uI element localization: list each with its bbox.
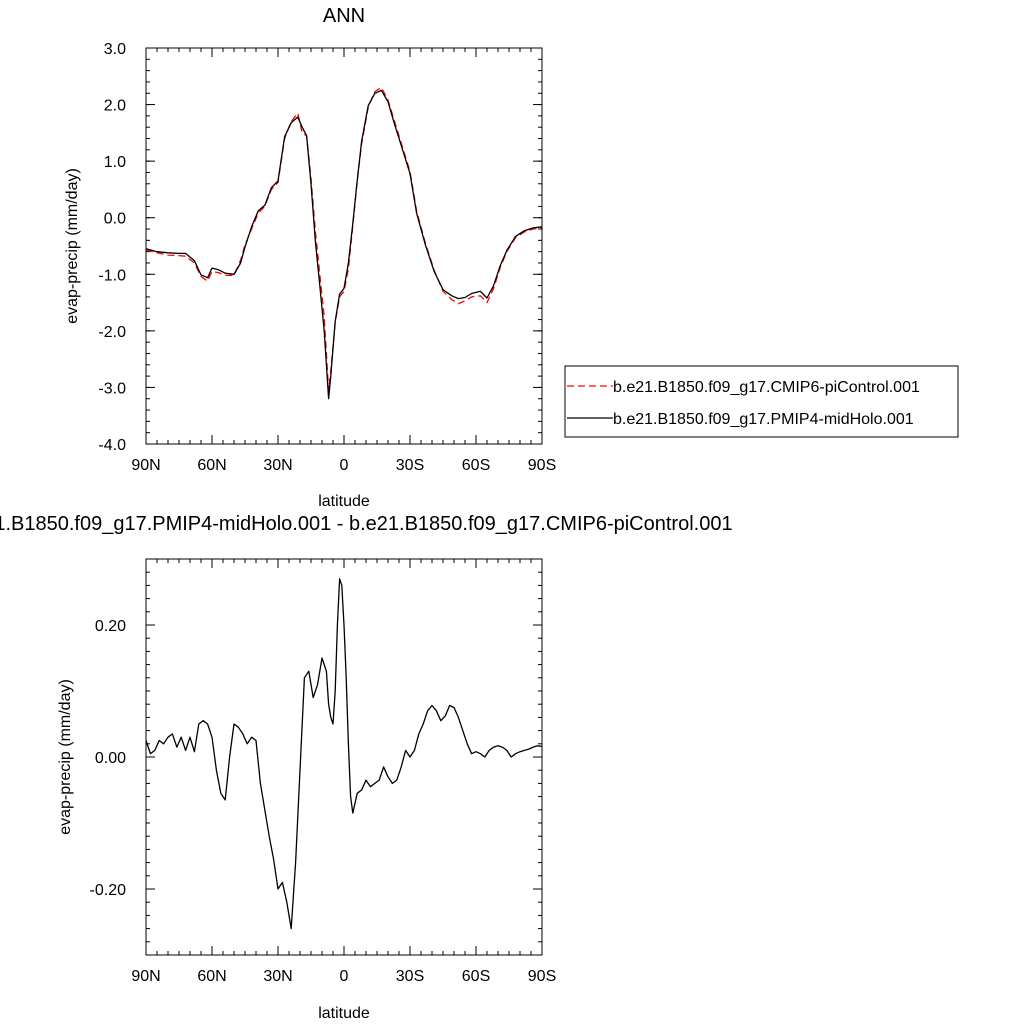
x-tick-label: 90N bbox=[131, 457, 160, 474]
y-tick-label: -1.0 bbox=[98, 267, 126, 284]
y-tick-label: -0.20 bbox=[90, 882, 127, 899]
x-tick-label: 30N bbox=[263, 968, 292, 985]
top-panel-plot-area bbox=[145, 86, 543, 400]
x-tick-label: 0 bbox=[340, 968, 349, 985]
bottom-panel-frame bbox=[145, 558, 543, 956]
y-tick-label: 0.20 bbox=[95, 618, 126, 635]
legend: b.e21.B1850.f09_g17.CMIP6-piControl.001 … bbox=[564, 365, 959, 438]
y-tick-label: 1.0 bbox=[104, 154, 126, 171]
x-tick-label: 90S bbox=[528, 457, 556, 474]
x-tick-label: 30S bbox=[396, 968, 424, 985]
x-tick-label: 90N bbox=[131, 968, 160, 985]
legend-label-control: b.e21.B1850.f09_g17.CMIP6-piControl.001 bbox=[613, 379, 920, 396]
y-tick-label: 0.00 bbox=[95, 750, 126, 767]
y-tick-label: -4.0 bbox=[98, 437, 126, 454]
y-tick-label: 2.0 bbox=[104, 98, 126, 115]
x-tick-label: 30S bbox=[396, 457, 424, 474]
bottom-panel-x-axis-label: latitude bbox=[318, 1005, 370, 1022]
bottom-series-line-1 bbox=[145, 578, 543, 930]
bottom-panel-axes: 90N 60N 30N 0 30S 60S 90S 0.20 0.00 -0.20 bbox=[90, 558, 556, 985]
bottom-panel: b.e21.B1850.f09_g17.PMIP4-midHolo.001 - … bbox=[0, 513, 733, 1022]
top-series-line-2 bbox=[145, 89, 543, 400]
x-tick-label: 60S bbox=[462, 968, 490, 985]
x-tick-label: 90S bbox=[528, 968, 556, 985]
bottom-panel-plot-area bbox=[145, 578, 543, 930]
top-panel-axes: 90N 60N 30N 0 30S 60S 90S 3.0 2.0 1.0 0.0 -1.0 -2.0 -… bbox=[98, 41, 556, 474]
x-tick-label: 60S bbox=[462, 457, 490, 474]
x-tick-label: 60N bbox=[197, 968, 226, 985]
top-panel-x-axis-label: latitude bbox=[318, 493, 370, 510]
legend-label-midholo: b.e21.B1850.f09_g17.PMIP4-midHolo.001 bbox=[613, 411, 914, 428]
y-tick-label: 3.0 bbox=[104, 41, 126, 58]
y-tick-label: 0.0 bbox=[104, 211, 126, 228]
top-panel-title: ANN bbox=[323, 5, 365, 27]
top-panel: ANN evap-precip (mm/day) latitude 90N 60N… bbox=[64, 5, 556, 510]
bottom-panel-title: b.e21.B1850.f09_g17.PMIP4-midHolo.001 - … bbox=[0, 513, 733, 535]
x-tick-label: 60N bbox=[197, 457, 226, 474]
y-tick-label: -2.0 bbox=[98, 324, 126, 341]
bottom-panel-y-axis-label: evap-precip (mm/day) bbox=[57, 679, 74, 835]
top-panel-frame bbox=[145, 47, 543, 445]
x-tick-label: 0 bbox=[340, 457, 349, 474]
x-tick-label: 30N bbox=[263, 457, 292, 474]
top-panel-y-axis-label: evap-precip (mm/day) bbox=[64, 168, 81, 324]
legend-box bbox=[564, 365, 959, 438]
y-tick-label: -3.0 bbox=[98, 380, 126, 397]
